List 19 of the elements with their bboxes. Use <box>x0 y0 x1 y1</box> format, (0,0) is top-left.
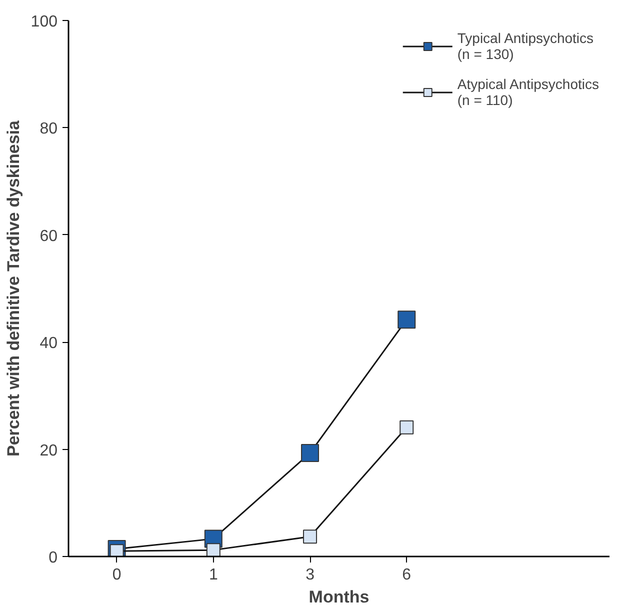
y-tick-label: 60 <box>40 228 58 245</box>
point <box>400 420 414 434</box>
x-axis-title: Months <box>308 588 370 606</box>
y-tick-label: 100 <box>30 14 58 30</box>
x-tick-label: 0 <box>112 566 122 584</box>
y-axis-title: Percent with definitive Tardive dyskinesia <box>4 120 23 457</box>
point <box>303 530 318 544</box>
y-tick-label: 20 <box>40 442 58 460</box>
y-tick-label: 0 <box>48 550 58 566</box>
x-tick-label: 6 <box>402 566 412 584</box>
legend-label: Atypical Antipsychotics (n = 110) <box>457 76 599 108</box>
x-tick-label: 3 <box>306 566 315 584</box>
point <box>301 444 320 462</box>
point <box>206 543 220 556</box>
y-tick-label: 40 <box>40 335 58 352</box>
legend-label: Typical Antipsychotics (n = 130) <box>457 30 594 62</box>
x-tick-label: 1 <box>208 566 218 584</box>
y-tick-label: 80 <box>40 120 58 138</box>
point <box>398 310 416 329</box>
